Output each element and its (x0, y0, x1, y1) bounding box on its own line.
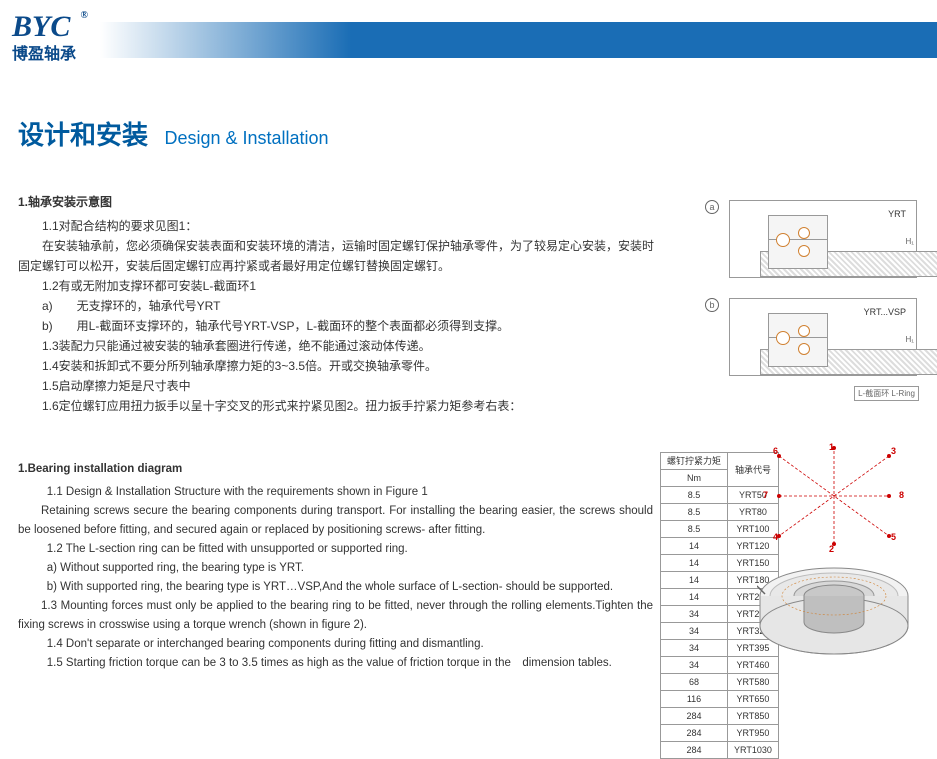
bolt-5: 5 (891, 532, 901, 542)
diagram-b-h1: H₁ (906, 335, 914, 344)
th-torque: 螺钉拧紧力矩 (661, 453, 728, 470)
section-english: 1.Bearing installation diagram 1.1 Desig… (18, 460, 653, 673)
table-cell: 8.5 (661, 521, 728, 538)
bolt-4: 4 (773, 532, 783, 542)
table-row: 116YRT650 (661, 691, 779, 708)
table-cell: 68 (661, 674, 728, 691)
sec2-l2: Retaining screws secure the bearing comp… (18, 502, 653, 540)
sec1-l7: 1.4安装和拆卸式不要分所列轴承摩擦力矩的3~3.5倍。开或交换轴承零件。 (18, 356, 658, 376)
bearing-diagram: 6 1 3 8 5 4 7 2 (749, 446, 919, 686)
sec1-l4: a) 无支撑环的，轴承代号YRT (18, 296, 658, 316)
logo-text: BYC (12, 10, 70, 43)
cross-section-a (768, 215, 828, 269)
table-cell: 34 (661, 657, 728, 674)
diagram-a-label: a (705, 200, 719, 214)
bolt-8: 8 (899, 490, 909, 500)
sec2-l8: 1.5 Starting friction torque can be 3 to… (18, 654, 653, 673)
diagram-a-box: YRT H₁ (729, 200, 917, 278)
logo: BYC ® 博盈轴承 (12, 10, 76, 64)
section-chinese: 1.轴承安装示意图 1.1对配合结构的要求见图1： 在安装轴承前，您必须确保安装… (18, 192, 658, 416)
table-cell: 14 (661, 555, 728, 572)
diagram-b-box: YRT...VSP H₁ (729, 298, 917, 376)
table-cell: YRT850 (728, 708, 779, 725)
sec2-l1: 1.1 Design & Installation Structure with… (18, 483, 653, 502)
logo-en: BYC ® (12, 10, 76, 44)
table-row: 284YRT850 (661, 708, 779, 725)
sec2-l4: a) Without supported ring, the bearing t… (18, 559, 653, 578)
logo-r: ® (81, 10, 88, 21)
table-row: 284YRT1030 (661, 742, 779, 759)
diagram-a-h1: H₁ (906, 237, 914, 246)
sec1-l2: 在安装轴承前，您必须确保安装表面和安装环境的清洁，运输时固定螺钉保护轴承零件，为… (18, 236, 658, 276)
sec1-l8: 1.5启动摩擦力矩是尺寸表中 (18, 376, 658, 396)
sec1-l6: 1.3装配力只能通过被安装的轴承套圈进行传递，绝不能通过滚动体传递。 (18, 336, 658, 356)
table-cell: 8.5 (661, 487, 728, 504)
table-cell: 14 (661, 572, 728, 589)
sec1-l3: 1.2有或无附加支撑环都可安装L-截面环1 (18, 276, 658, 296)
page-title: 设计和安装 Design & Installation (18, 115, 329, 152)
bolt-6: 6 (773, 446, 783, 456)
table-cell: 8.5 (661, 504, 728, 521)
diagram-b: b YRT...VSP H₁ (699, 292, 919, 382)
table-row: 284YRT950 (661, 725, 779, 742)
diagram-b-type: YRT...VSP (864, 307, 906, 317)
table-cell: 284 (661, 742, 728, 759)
bolt-3: 3 (891, 446, 901, 456)
table-cell: YRT1030 (728, 742, 779, 759)
table-cell: 34 (661, 640, 728, 657)
cross-section-b (768, 313, 828, 367)
table-cell: 284 (661, 725, 728, 742)
header-bar (100, 22, 937, 58)
table-cell: YRT650 (728, 691, 779, 708)
diagram-b-label: b (705, 298, 719, 312)
sec2-l5: b) With supported ring, the bearing type… (18, 578, 653, 597)
table-cell: 284 (661, 708, 728, 725)
diagram-a-type: YRT (888, 209, 906, 219)
diagram-a: a YRT H₁ (699, 194, 919, 284)
sec1-l9: 1.6定位螺钉应用扭力扳手以呈十字交叉的形式来拧紧见图2。扭力扳手拧紧力矩参考右… (18, 396, 658, 416)
l-ring-callout: L-截面环 L-Ring (854, 386, 919, 401)
sec1-l1: 1.1对配合结构的要求见图1： (18, 216, 658, 236)
title-en: Design & Installation (164, 128, 328, 148)
bolt-2: 2 (829, 544, 839, 554)
sec2-l3: 1.2 The L-section ring can be fitted wit… (18, 540, 653, 559)
table-cell: 14 (661, 589, 728, 606)
title-cn: 设计和安装 (18, 120, 148, 150)
table-cell: 14 (661, 538, 728, 555)
sec2-l6: 1.3 Mounting forces must only be applied… (18, 597, 653, 635)
sec1-heading: 1.轴承安装示意图 (18, 192, 658, 212)
table-cell: 34 (661, 606, 728, 623)
sec2-l7: 1.4 Don't separate or interchanged beari… (18, 635, 653, 654)
th-unit: Nm (661, 470, 728, 487)
bolt-pattern-icon (769, 446, 899, 546)
sec1-l5: b) 用L-截面环支撑环的，轴承代号YRT-VSP，L-截面环的整个表面都必须得… (18, 316, 658, 336)
sec2-heading: 1.Bearing installation diagram (18, 460, 653, 479)
bearing-ring-icon (757, 556, 911, 666)
table-cell: YRT950 (728, 725, 779, 742)
bolt-1: 1 (829, 442, 839, 452)
table-cell: 116 (661, 691, 728, 708)
table-cell: 34 (661, 623, 728, 640)
bolt-7: 7 (763, 490, 773, 500)
